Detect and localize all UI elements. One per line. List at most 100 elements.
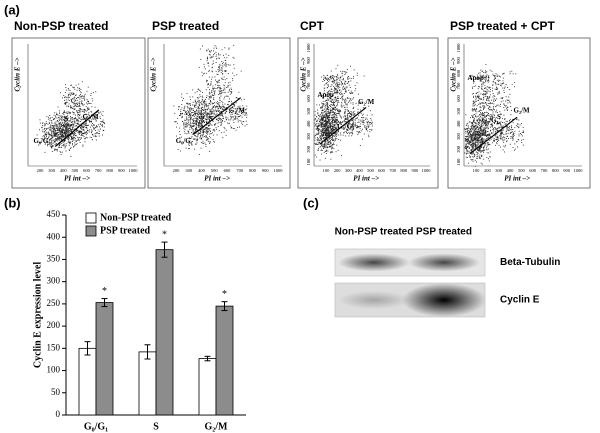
cell-dot bbox=[174, 121, 176, 123]
cell-dot bbox=[238, 116, 240, 118]
cell-dot bbox=[496, 130, 498, 132]
cell-dot bbox=[322, 143, 324, 145]
cell-dot bbox=[356, 127, 358, 129]
cell-dot bbox=[362, 128, 363, 130]
cell-dot bbox=[65, 120, 67, 122]
cell-dot bbox=[93, 127, 94, 129]
cell-dot bbox=[55, 124, 57, 126]
cell-dot bbox=[208, 54, 210, 55]
cell-dot bbox=[209, 135, 210, 137]
cell-dot bbox=[186, 123, 188, 125]
cell-dot bbox=[67, 134, 69, 136]
cell-dot bbox=[324, 144, 325, 146]
cell-dot bbox=[231, 112, 233, 114]
cell-dot bbox=[224, 82, 226, 84]
cell-dot bbox=[193, 125, 195, 127]
cell-dot bbox=[485, 71, 487, 73]
cell-dot bbox=[78, 95, 80, 97]
cell-dot bbox=[481, 150, 483, 152]
plot-title: CPT bbox=[300, 19, 325, 33]
cell-dot bbox=[498, 104, 500, 106]
cell-dot bbox=[216, 81, 218, 83]
cell-dot bbox=[202, 73, 204, 75]
cell-dot bbox=[518, 133, 520, 135]
cell-dot bbox=[217, 80, 219, 82]
cell-dot bbox=[230, 117, 232, 119]
panel-label: (b) bbox=[4, 195, 21, 210]
cell-dot bbox=[341, 122, 343, 124]
cell-dot bbox=[213, 47, 215, 49]
cell-dot bbox=[226, 107, 227, 108]
cell-dot bbox=[500, 138, 502, 140]
cell-dot bbox=[79, 103, 81, 105]
y-tick-label: 900 bbox=[306, 57, 311, 65]
cell-dot bbox=[188, 123, 190, 125]
cell-dot bbox=[203, 102, 205, 103]
cell-dot bbox=[510, 106, 512, 107]
cell-dot bbox=[76, 118, 78, 120]
cell-dot bbox=[188, 112, 190, 114]
cell-dot bbox=[489, 121, 491, 123]
cell-dot bbox=[325, 131, 327, 133]
cell-dot bbox=[59, 128, 61, 129]
cell-dot bbox=[66, 127, 68, 129]
cell-dot bbox=[340, 76, 342, 78]
cell-dot bbox=[87, 103, 88, 105]
cell-dot bbox=[318, 114, 320, 116]
cell-dot bbox=[200, 115, 202, 117]
cell-dot bbox=[205, 135, 207, 137]
cell-dot bbox=[347, 76, 349, 78]
cell-dot bbox=[230, 127, 232, 129]
cell-dot bbox=[99, 133, 100, 135]
cell-dot bbox=[473, 119, 475, 121]
cell-dot bbox=[491, 133, 493, 134]
cell-dot bbox=[335, 89, 336, 91]
cell-dot bbox=[236, 97, 238, 99]
cell-dot bbox=[483, 147, 484, 149]
cell-dot bbox=[64, 122, 66, 123]
cell-dot bbox=[205, 128, 207, 130]
cell-dot bbox=[335, 114, 336, 115]
cell-dot bbox=[321, 112, 322, 114]
cell-dot bbox=[321, 132, 323, 133]
cell-dot bbox=[330, 130, 332, 132]
cell-dot bbox=[465, 138, 467, 140]
cell-dot bbox=[47, 127, 49, 129]
cell-dot bbox=[472, 149, 474, 151]
cell-dot bbox=[67, 132, 69, 134]
cell-dot bbox=[203, 131, 205, 133]
cell-dot bbox=[231, 91, 233, 93]
cell-dot bbox=[219, 106, 221, 108]
cell-dot bbox=[365, 117, 367, 119]
cell-dot bbox=[477, 139, 479, 140]
cell-dot bbox=[371, 121, 373, 123]
cell-dot bbox=[73, 112, 75, 114]
cell-dot bbox=[328, 106, 330, 108]
cell-dot bbox=[317, 126, 319, 128]
cell-dot bbox=[104, 123, 105, 125]
cell-dot bbox=[208, 84, 209, 85]
cell-dot bbox=[471, 144, 473, 145]
cell-dot bbox=[325, 106, 327, 108]
cell-dot bbox=[367, 120, 369, 122]
cell-dot bbox=[232, 119, 234, 121]
cell-dot bbox=[326, 129, 328, 131]
cell-dot bbox=[334, 120, 336, 122]
cell-dot bbox=[62, 97, 63, 99]
cell-dot bbox=[184, 107, 186, 109]
cell-dot bbox=[491, 123, 493, 125]
cell-dot bbox=[327, 91, 329, 93]
cell-dot bbox=[244, 112, 246, 114]
cell-dot bbox=[471, 159, 473, 161]
cell-dot bbox=[471, 127, 472, 129]
cell-dot bbox=[471, 136, 473, 138]
cell-dot bbox=[203, 100, 205, 102]
cell-dot bbox=[501, 125, 503, 127]
cell-dot bbox=[220, 122, 222, 123]
cell-dot bbox=[46, 139, 48, 140]
cell-dot bbox=[355, 102, 357, 104]
cell-dot bbox=[517, 126, 519, 127]
cell-dot bbox=[360, 123, 362, 125]
cell-dot bbox=[324, 126, 326, 128]
cell-dot bbox=[332, 132, 333, 134]
